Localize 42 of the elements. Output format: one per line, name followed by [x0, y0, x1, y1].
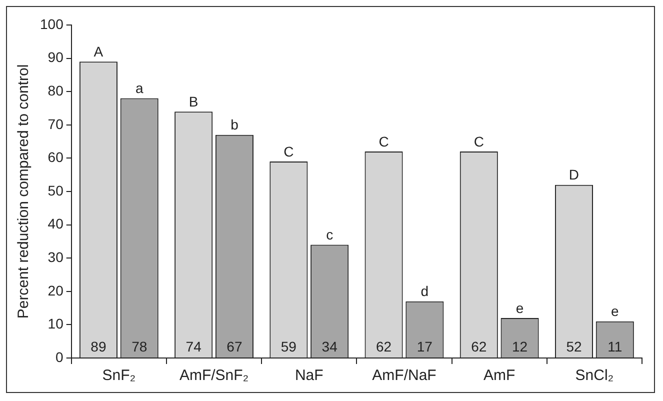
data-label: 59 [280, 338, 297, 354]
annotation: b [230, 116, 239, 133]
data-label: 78 [132, 338, 148, 354]
y-tick-label: 30 [48, 248, 64, 265]
data-label: 67 [226, 338, 242, 354]
data-label: 62 [376, 338, 392, 354]
data-label: 52 [566, 338, 582, 354]
x-tick-label: AmF/SnF₂ [179, 367, 249, 384]
data-label: 74 [186, 338, 202, 354]
annotation: C [284, 143, 294, 160]
x-tick-label: AmF/NaF [372, 367, 436, 384]
annotation: c [326, 226, 334, 243]
annotation: C [378, 133, 389, 150]
annotation: a [135, 80, 144, 96]
data-label: 17 [416, 338, 433, 354]
y-tick-label: 70 [48, 116, 64, 132]
y-tick-label: 60 [48, 149, 64, 166]
x-tick-label: AmF [484, 367, 516, 384]
data-label: 12 [512, 338, 528, 354]
annotation: A [94, 43, 104, 60]
y-axis-title: Percent reduction compared to control [15, 64, 32, 319]
x-tick-label: NaF [294, 367, 324, 384]
data-label: 89 [90, 338, 106, 354]
y-tick-label: 20 [48, 282, 64, 298]
y-tick-label: 80 [48, 82, 64, 98]
y-tick-label: 0 [56, 348, 64, 365]
y-tick-label: 100 [40, 16, 64, 32]
data-label: 11 [608, 338, 622, 354]
annotation: e [516, 300, 524, 316]
x-tick-label: SnCl₂ [575, 367, 614, 384]
y-tick-label: 40 [48, 216, 64, 232]
y-tick-label: 10 [48, 316, 64, 332]
y-tick-label: 90 [48, 49, 64, 66]
data-label: 34 [322, 338, 338, 354]
annotation: e [610, 303, 619, 320]
annotation: B [188, 93, 198, 110]
data-label: 62 [471, 338, 487, 354]
annotation: D [568, 166, 580, 183]
annotation: d [420, 283, 429, 300]
annotation: C [474, 133, 484, 150]
y-tick-label: 50 [48, 182, 64, 198]
x-tick-label: SnF₂ [102, 367, 136, 384]
